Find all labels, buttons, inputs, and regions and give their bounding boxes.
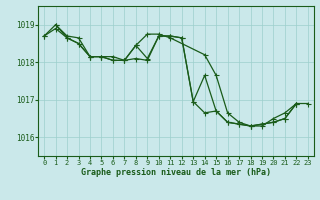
X-axis label: Graphe pression niveau de la mer (hPa): Graphe pression niveau de la mer (hPa) <box>81 168 271 177</box>
